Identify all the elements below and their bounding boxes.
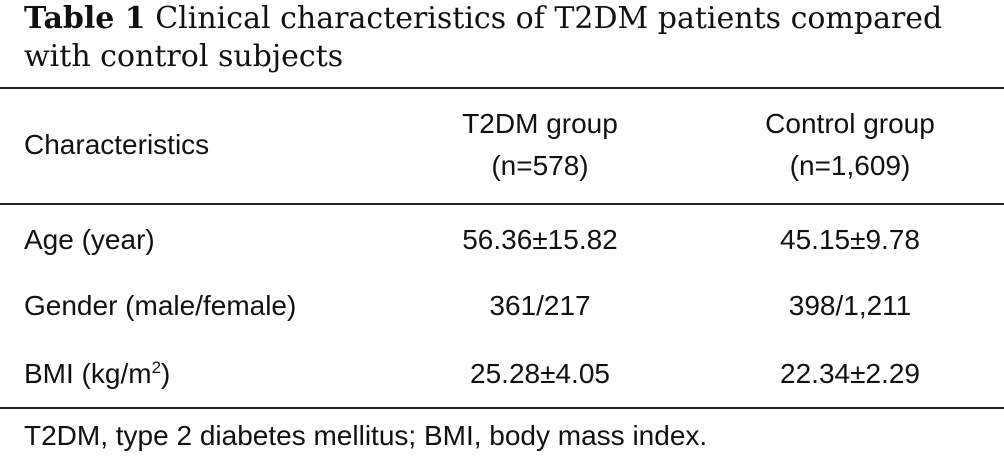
cell-age-control: 45.15±9.78	[780, 224, 920, 255]
cell-bmi-control: 22.34±2.29	[780, 358, 920, 389]
header-t2dm-n: (n=578)	[491, 150, 589, 181]
top-rule	[0, 87, 1004, 89]
header-control-group: Control group	[765, 108, 935, 139]
row-label-bmi: BMI (kg/m2)	[24, 356, 170, 392]
cell-gender-control: 398/1,211	[788, 290, 912, 321]
table-title: Clinical characteristics of T2DM patient…	[24, 1, 943, 74]
bmi-label-suffix: )	[161, 358, 171, 389]
header-rule	[0, 203, 1004, 205]
cell-age-t2dm: 56.36±15.82	[462, 224, 618, 255]
row-label-gender: Gender (male/female)	[24, 290, 297, 321]
header-characteristics: Characteristics	[24, 129, 210, 160]
header-control-n: (n=1,609)	[789, 150, 911, 181]
bmi-label-superscript: 2	[151, 358, 162, 377]
row-label-age: Age (year)	[24, 224, 155, 255]
cell-bmi-t2dm: 25.28±4.05	[470, 358, 610, 389]
bottom-rule	[0, 407, 1004, 409]
table-number: Table 1	[24, 1, 146, 36]
bmi-label-prefix: BMI (kg/m	[24, 358, 152, 389]
table-caption: Table 1 Clinical characteristics of T2DM…	[24, 0, 994, 76]
table-footnote: T2DM, type 2 diabetes mellitus; BMI, bod…	[24, 420, 708, 451]
cell-gender-t2dm: 361/217	[489, 290, 591, 321]
header-t2dm-group: T2DM group	[462, 108, 618, 139]
